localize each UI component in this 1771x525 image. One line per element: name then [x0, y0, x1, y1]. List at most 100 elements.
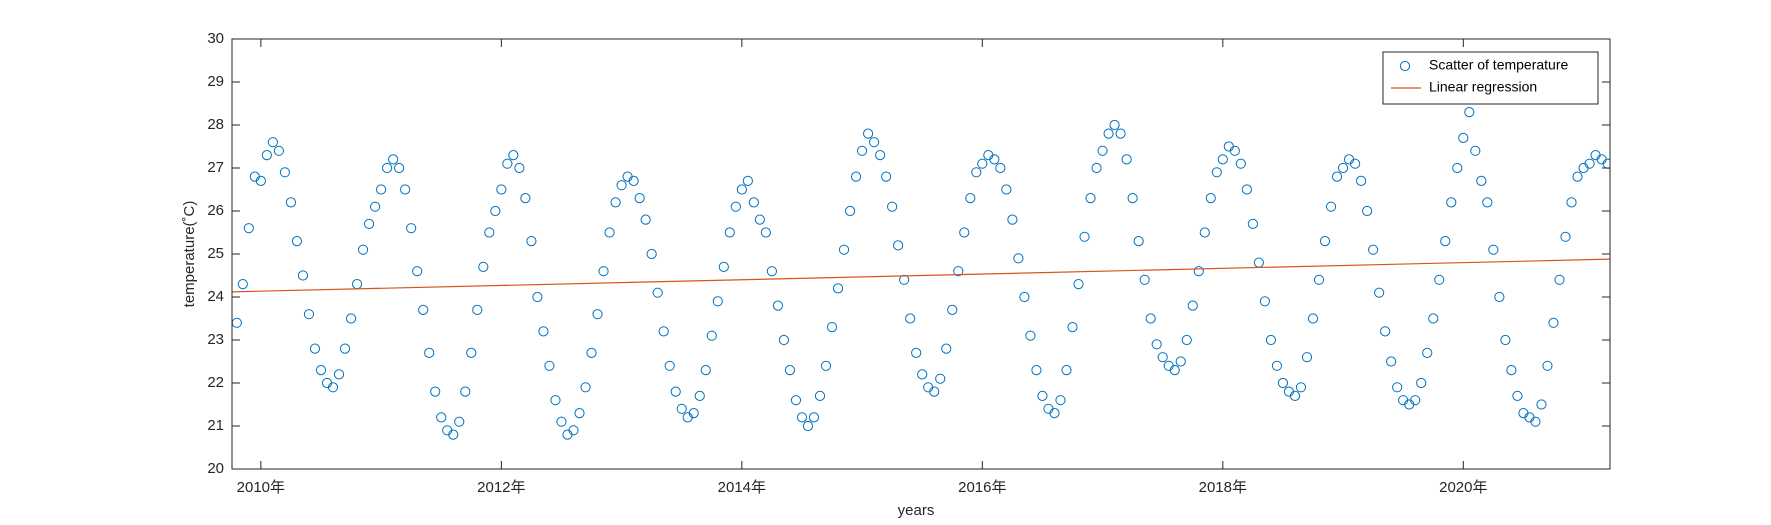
scatter-point: [766, 266, 777, 277]
scatter-point: [285, 197, 297, 208]
regression-line: [232, 258, 1610, 293]
scatter-point: [1019, 291, 1030, 303]
scatter-point: [1193, 266, 1204, 277]
scatter-point: [995, 162, 1006, 174]
scatter-point: [333, 369, 345, 380]
scatter-point: [580, 382, 591, 393]
scatter-point: [574, 408, 585, 419]
scatter-point: [694, 390, 705, 401]
scatter-point: [1566, 197, 1577, 208]
scatter-point: [730, 201, 741, 212]
scatter-point: [820, 360, 832, 371]
scatter-point: [790, 395, 802, 406]
scatter-point: [490, 205, 501, 217]
scatter-point: [1494, 291, 1505, 303]
scatter-point: [406, 223, 417, 234]
scatter-point: [544, 360, 555, 371]
scatter-point: [953, 266, 964, 277]
scatter-point: [1500, 334, 1511, 346]
scatter-point: [893, 240, 904, 251]
y-tick-label: 25: [207, 245, 224, 262]
scatter-point: [1001, 184, 1012, 195]
scatter-point: [959, 227, 970, 238]
scatter-point: [502, 158, 513, 169]
y-tick-label: 27: [207, 159, 224, 176]
scatter-point: [315, 365, 327, 376]
scatter-point: [1488, 244, 1499, 255]
scatter-point: [538, 326, 549, 337]
scatter-point: [742, 175, 753, 186]
scatter-point: [1127, 193, 1138, 204]
scatter-point: [1109, 119, 1120, 131]
scatter-point: [255, 175, 266, 186]
scatter-point: [376, 184, 387, 195]
scatter-point: [1386, 356, 1397, 367]
scatter-point: [412, 266, 423, 277]
scatter-point: [460, 386, 471, 397]
y-axis-label: temperature(˚C): [181, 201, 198, 308]
x-tick-label: 2014年: [718, 479, 766, 496]
scatter-point: [1097, 145, 1108, 156]
y-tick-label: 28: [207, 116, 224, 133]
data-layer: [232, 107, 1610, 440]
scatter-point: [887, 201, 898, 212]
scatter-point: [1235, 158, 1246, 169]
scatter-point: [1422, 347, 1433, 358]
scatter-point: [1392, 382, 1403, 393]
scatter-point: [1355, 175, 1367, 186]
scatter-point: [1554, 274, 1565, 285]
scatter-point: [736, 184, 747, 195]
scatter-point: [1289, 390, 1301, 401]
scatter-point: [1331, 171, 1343, 182]
scatter-point: [1067, 322, 1078, 333]
scatter-point: [784, 365, 796, 376]
y-tick-label: 23: [207, 331, 224, 348]
scatter-point: [418, 304, 429, 315]
scatter-point: [1145, 313, 1156, 324]
scatter-point: [935, 373, 946, 384]
scatter-point: [1079, 231, 1090, 242]
scatter-point: [369, 201, 381, 212]
legend-box: [1382, 51, 1599, 105]
scatter-point: [382, 162, 393, 174]
scatter-point: [604, 227, 615, 238]
y-tick-label: 22: [207, 374, 224, 391]
scatter-point: [1380, 326, 1391, 337]
scatter-point: [508, 150, 519, 161]
scatter-point: [941, 343, 952, 354]
scatter-point: [568, 425, 579, 436]
scatter-point: [796, 412, 808, 423]
x-tick-label: 2010年: [237, 479, 285, 496]
scatter-point: [850, 171, 862, 182]
scatter-point: [1037, 390, 1048, 401]
scatter-point: [1470, 145, 1481, 156]
scatter-point: [291, 236, 303, 247]
scatter-point: [1265, 334, 1277, 346]
scatter-point: [1103, 128, 1114, 139]
scatter-point: [826, 322, 838, 333]
scatter-point: [273, 145, 284, 156]
scatter-point: [778, 334, 790, 346]
legend-label: Linear regression: [1429, 79, 1537, 95]
scatter-point: [869, 137, 880, 148]
scatter-point: [1241, 184, 1252, 195]
scatter-point: [1584, 158, 1595, 169]
scatter-point: [448, 429, 459, 440]
scatter-point: [388, 154, 399, 165]
x-axis-label: years: [898, 502, 935, 519]
scatter-point: [556, 416, 567, 427]
scatter-point: [881, 171, 892, 182]
scatter-point: [1319, 236, 1331, 247]
x-tick-label: 2012年: [477, 479, 525, 496]
scatter-point: [1229, 145, 1240, 156]
scatter-point: [297, 270, 309, 281]
scatter-point: [1199, 227, 1210, 238]
scatter-point: [339, 343, 351, 354]
scatter-point: [838, 244, 850, 255]
scatter-point: [646, 248, 657, 260]
scatter-point: [1476, 175, 1487, 186]
scatter-point: [1205, 193, 1216, 204]
scatter-point: [478, 261, 489, 272]
scatter-point: [1530, 416, 1541, 427]
scatter-point: [929, 386, 940, 397]
